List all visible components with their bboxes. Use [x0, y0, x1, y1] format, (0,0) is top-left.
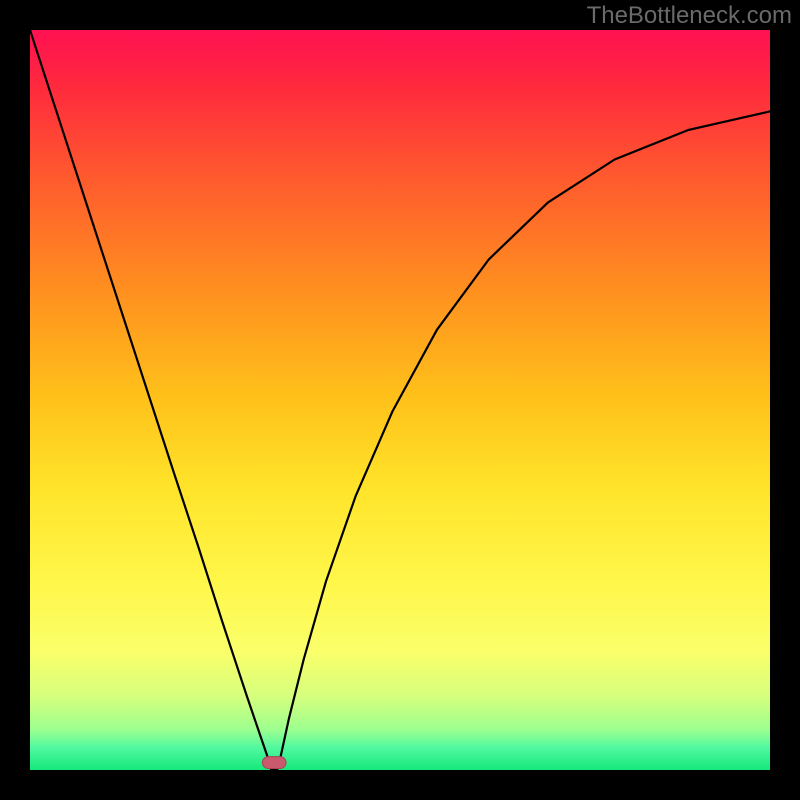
bottleneck-curve-svg — [30, 30, 770, 770]
optimum-marker — [262, 757, 286, 769]
bottleneck-curve — [30, 30, 770, 770]
watermark-text: TheBottleneck.com — [587, 2, 792, 30]
plot-area — [30, 30, 770, 770]
